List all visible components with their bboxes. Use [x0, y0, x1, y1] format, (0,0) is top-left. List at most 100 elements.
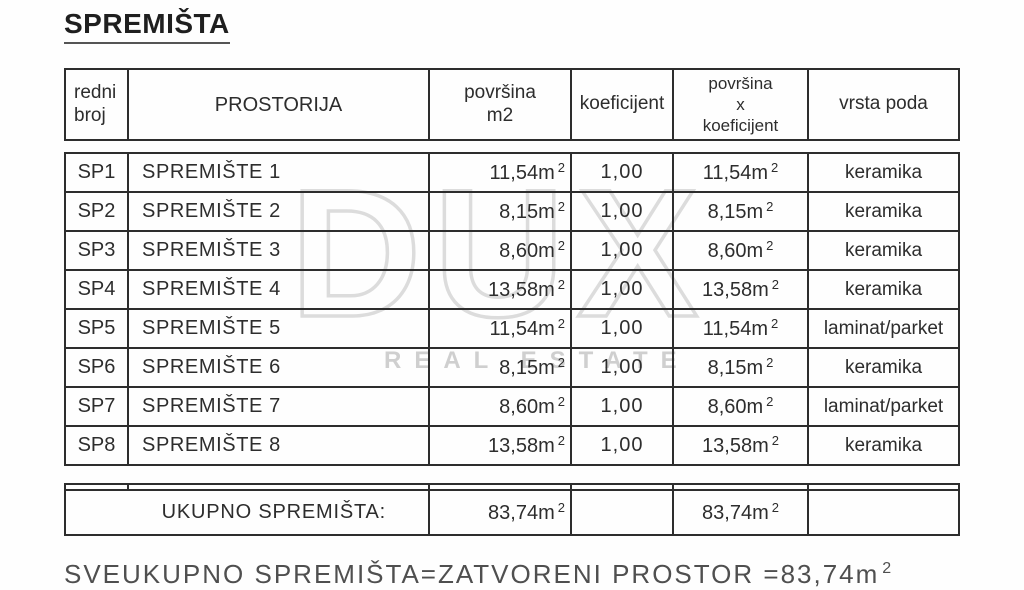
- grand-total-line: SVEUKUPNO SPREMIŠTA=ZATVORENI PROSTOR =8…: [64, 559, 893, 590]
- spacer-cell: [428, 483, 572, 491]
- area-value: 8,60m: [499, 396, 555, 418]
- cell-area: 8,60m 2: [428, 230, 572, 271]
- cell-ordinal: SP6: [64, 347, 129, 388]
- area-value: 11,54m: [702, 162, 768, 184]
- cell-room: SPREMIŠTE 2: [127, 191, 430, 232]
- area-value: 8,60m: [707, 240, 764, 262]
- total-floor-empty: [807, 489, 960, 536]
- area-value: 8,15m: [499, 201, 555, 223]
- superscript-2: 2: [557, 500, 565, 515]
- cell-area-coefficient: 8,15m 2: [672, 191, 809, 232]
- spacer-cell: [807, 483, 960, 491]
- total-area: 83,74m 2: [428, 489, 572, 536]
- header-line: površina: [708, 73, 773, 93]
- area-value: 8,15m: [707, 357, 764, 379]
- storage-table-body: SP1 SPREMIŠTE 1 11,54m 2 1,00 11,54m 2 ker…: [64, 152, 960, 466]
- cell-floor-type: keramika: [807, 269, 960, 310]
- cell-ordinal: SP4: [64, 269, 129, 310]
- cell-floor-type: keramika: [807, 152, 960, 193]
- col-header-floor-type: vrsta poda: [807, 68, 960, 141]
- cell-coefficient: 1,00: [570, 191, 674, 232]
- area-value: 8,15m: [707, 201, 764, 223]
- superscript-2: 2: [766, 199, 774, 214]
- cell-room: SPREMIŠTE 8: [127, 425, 430, 466]
- cell-coefficient: 1,00: [570, 386, 674, 427]
- spacer-cell: [672, 483, 809, 491]
- cell-coefficient: 1,00: [570, 308, 674, 349]
- superscript-2: 2: [557, 355, 565, 370]
- area-value: 8,60m: [707, 396, 764, 418]
- area-value: 83,74m: [488, 502, 555, 524]
- area-value: 11,54m: [702, 318, 768, 340]
- cell-floor-type: laminat/parket: [807, 386, 960, 427]
- cell-room: SPREMIŠTE 7: [127, 386, 430, 427]
- cell-area-coefficient: 11,54m 2: [672, 308, 809, 349]
- total-coefficient-empty: [570, 489, 674, 536]
- cell-floor-type: keramika: [807, 425, 960, 466]
- header-line: x: [736, 94, 745, 114]
- area-value: 11,54m: [489, 162, 555, 184]
- cell-area-coefficient: 11,54m 2: [672, 152, 809, 193]
- header-row: redni broj PROSTORIJA površina m2 koeficij…: [64, 68, 960, 141]
- cell-area: 11,54m 2: [428, 152, 572, 193]
- col-header-area: površina m2: [428, 68, 572, 141]
- grand-total-text: SVEUKUPNO SPREMIŠTA=ZATVORENI PROSTOR =8…: [64, 559, 880, 589]
- superscript-2: 2: [557, 394, 565, 409]
- cell-area: 13,58m 2: [428, 269, 572, 310]
- superscript-2: 2: [557, 199, 565, 214]
- cell-room: SPREMIŠTE 5: [127, 308, 430, 349]
- superscript-2: 2: [771, 160, 779, 175]
- superscript-2: 2: [557, 160, 565, 175]
- area-value: 83,74m: [702, 502, 769, 524]
- storage-table-total: UKUPNO SPREMIŠTA: 83,74m 2 83,74m 2: [64, 483, 960, 536]
- superscript-2: 2: [557, 238, 565, 253]
- page-title: SPREMIŠTA: [64, 8, 230, 45]
- cell-ordinal: SP5: [64, 308, 129, 349]
- cell-ordinal: SP7: [64, 386, 129, 427]
- superscript-2: 2: [771, 277, 779, 292]
- area-value: 13,58m: [702, 279, 769, 301]
- cell-room: SPREMIŠTE 6: [127, 347, 430, 388]
- superscript-2: 2: [771, 500, 779, 515]
- header-line: površina: [464, 81, 536, 103]
- cell-ordinal: SP1: [64, 152, 129, 193]
- area-value: 8,60m: [499, 240, 555, 262]
- table-row: SP3 SPREMIŠTE 3 8,60m 2 1,00 8,60m 2 keram…: [64, 230, 960, 271]
- header-line: broj: [74, 104, 106, 126]
- header-line: koeficijent: [702, 116, 779, 136]
- table-row: SP4 SPREMIŠTE 4 13,58m 2 1,00 13,58m 2 ker…: [64, 269, 960, 310]
- area-value: 13,58m: [488, 279, 555, 301]
- spacer-cell: [64, 483, 129, 491]
- table-row: SP7 SPREMIŠTE 7 8,60m 2 1,00 8,60m 2 lamin…: [64, 386, 960, 427]
- total-row: UKUPNO SPREMIŠTA: 83,74m 2 83,74m 2: [64, 489, 960, 536]
- superscript-2: 2: [557, 433, 565, 448]
- superscript-2: 2: [766, 394, 774, 409]
- cell-floor-type: keramika: [807, 347, 960, 388]
- cell-coefficient: 1,00: [570, 269, 674, 310]
- superscript-2: 2: [557, 277, 565, 292]
- cell-area: 8,60m 2: [428, 386, 572, 427]
- superscript-2: 2: [882, 560, 894, 577]
- table-row: SP5 SPREMIŠTE 5 11,54m 2 1,00 11,54m 2 lam…: [64, 308, 960, 349]
- spacer-cell: [570, 483, 674, 491]
- table-row: SP2 SPREMIŠTE 2 8,15m 2 1,00 8,15m 2 keram…: [64, 191, 960, 232]
- col-header-ordinal: redni broj: [64, 68, 129, 141]
- col-header-room: PROSTORIJA: [127, 68, 430, 141]
- table-row: SP8 SPREMIŠTE 8 13,58m 2 1,00 13,58m 2 ker…: [64, 425, 960, 466]
- spacer-cell: [127, 483, 430, 491]
- cell-coefficient: 1,00: [570, 152, 674, 193]
- superscript-2: 2: [771, 316, 779, 331]
- header-line: redni: [74, 81, 117, 103]
- superscript-2: 2: [771, 433, 779, 448]
- cell-coefficient: 1,00: [570, 425, 674, 466]
- cell-coefficient: 1,00: [570, 230, 674, 271]
- cell-area: 8,15m 2: [428, 347, 572, 388]
- cell-floor-type: keramika: [807, 230, 960, 271]
- area-value: 11,54m: [489, 318, 555, 340]
- cell-area: 8,15m 2: [428, 191, 572, 232]
- cell-room: SPREMIŠTE 4: [127, 269, 430, 310]
- col-header-coefficient: koeficijent: [570, 68, 674, 141]
- superscript-2: 2: [766, 238, 774, 253]
- cell-floor-type: laminat/parket: [807, 308, 960, 349]
- cell-ordinal: SP2: [64, 191, 129, 232]
